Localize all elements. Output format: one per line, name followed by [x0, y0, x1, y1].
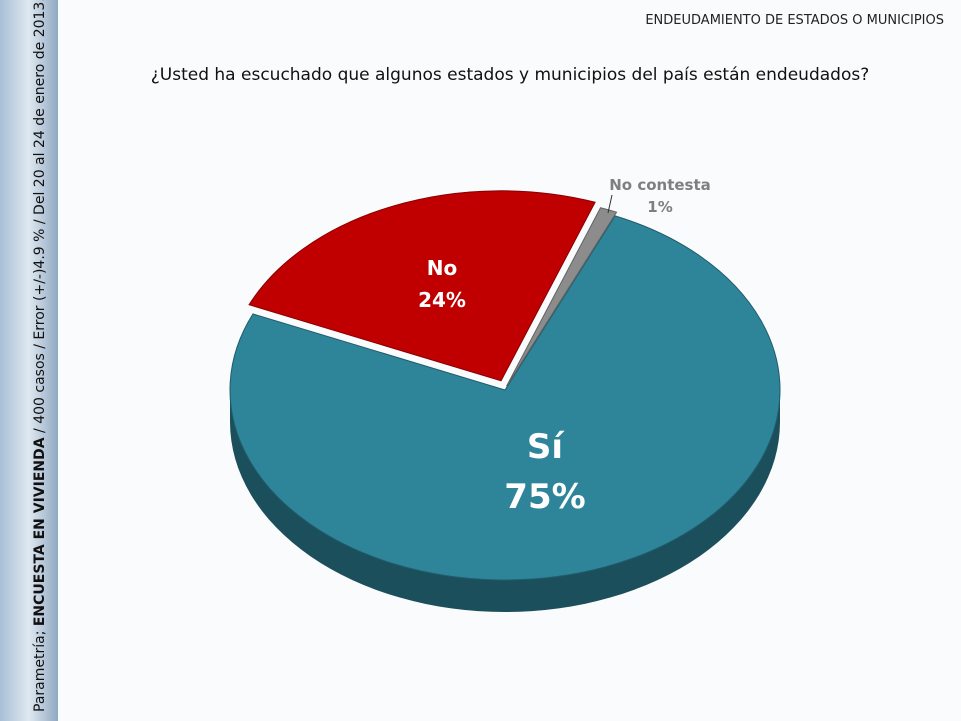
- side-strip: [0, 0, 58, 721]
- leader-line: [607, 194, 613, 214]
- chart-title: ¿Usted ha escuchado que algunos estados …: [151, 65, 869, 85]
- slice-side: [230, 390, 780, 612]
- slice-label: Sí: [527, 427, 565, 467]
- pie: Sí 75% No 24% No contesta 1%: [229, 176, 781, 612]
- value-label: 24%: [418, 288, 466, 312]
- header: ENDEUDAMIENTO DE ESTADOS O MUNICIPIOS: [645, 13, 944, 28]
- source-rest: / 400 casos / Error (+/-)4.9 % / Del 20 …: [32, 0, 48, 437]
- value-label: 75%: [504, 477, 585, 517]
- slice-label: No: [427, 256, 457, 280]
- slice: [229, 215, 781, 581]
- slice: [248, 190, 596, 382]
- value-label: 1%: [647, 198, 672, 216]
- source-note: Parametría; ENCUESTA EN VIVIENDA / 400 c…: [32, 0, 48, 712]
- source-bold: ENCUESTA EN VIVIENDA: [32, 437, 48, 626]
- source-prefix: Parametría;: [32, 626, 48, 712]
- slice-label: No contesta: [609, 176, 711, 194]
